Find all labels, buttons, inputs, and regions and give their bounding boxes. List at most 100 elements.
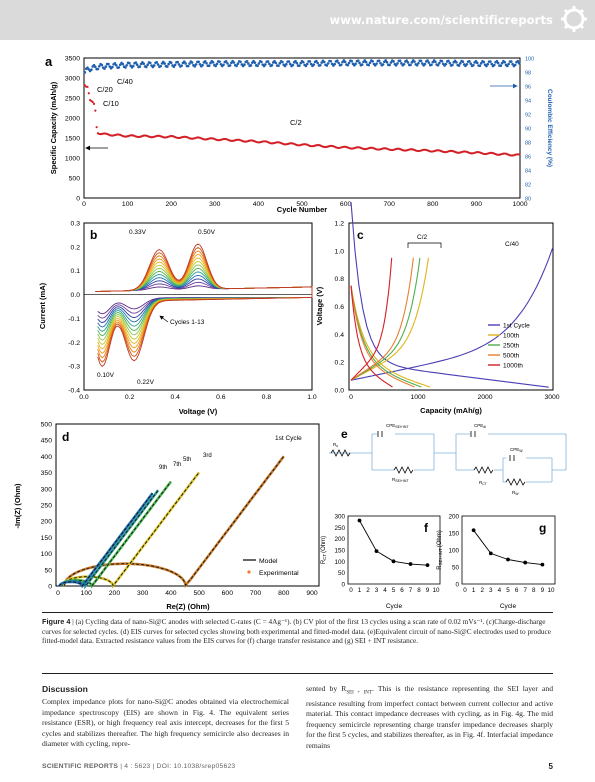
panel-a-y2tick: 86	[525, 155, 531, 161]
label-r-ct: R	[479, 480, 483, 485]
panel-b-ytick: 0.3	[71, 221, 81, 228]
panel-g-ylabel-unit: (Ohm)	[437, 530, 443, 547]
ce-point	[249, 64, 253, 67]
ce-point	[410, 61, 414, 64]
ce-point	[260, 60, 263, 64]
legend-label: 1000th	[503, 362, 523, 369]
panel-a-xlabel: Cycle Number	[277, 205, 328, 214]
ce-point	[118, 63, 122, 67]
panel-f-xtick: 4	[383, 587, 387, 594]
ce-point	[211, 61, 215, 64]
caption-bottom-rule	[42, 673, 553, 674]
ce-point	[377, 59, 381, 63]
charge-curve	[350, 257, 430, 381]
resistance-point	[523, 560, 528, 565]
ce-point	[121, 62, 125, 66]
label-rs: R	[333, 442, 337, 447]
panel-b-xtick: 0.6	[216, 394, 226, 401]
body-text-right-sub: SEI + INT	[346, 690, 372, 696]
cv-cycle-curve	[95, 260, 313, 346]
ce-point	[281, 60, 284, 64]
ce-point	[131, 64, 135, 68]
cv-cycle-curve	[95, 264, 313, 341]
resistance-point	[391, 559, 396, 564]
ce-point	[339, 63, 343, 67]
label-cpe-sei-sub: SEI+INT	[395, 425, 409, 429]
panel-g-xlabel: Cycle	[500, 603, 517, 610]
ce-point	[455, 61, 458, 64]
panel-f-ytick: 0	[341, 582, 345, 589]
panel-c-ytick: 1.0	[335, 248, 345, 255]
panel-d-xtick: 400	[165, 590, 177, 597]
ce-point	[457, 64, 461, 67]
ce-point	[389, 61, 393, 64]
panel-a-y2tick: 90	[525, 127, 531, 133]
annotation-9th: 9th	[159, 465, 167, 471]
ce-point	[371, 60, 374, 63]
ce-point	[430, 63, 433, 67]
ce-point	[368, 61, 372, 65]
panel-d-ytick: 450	[41, 438, 53, 445]
panel-d-ytick: 100	[41, 551, 53, 558]
panel-d-xtick: 0	[56, 590, 60, 597]
ce-point	[201, 63, 204, 67]
annotation-033v: 0.33V	[129, 229, 147, 236]
panel-a-y2tick: 80	[525, 197, 531, 203]
ce-point	[264, 63, 267, 66]
panel-c-legend: 1st Cycle 100th 250th 500th 1000th	[488, 322, 530, 369]
panel-d-ylabel: -Im(Z) (Ohm)	[13, 483, 22, 528]
panel-a-xtick: 100	[122, 201, 134, 208]
ce-point	[364, 60, 368, 64]
ce-point	[490, 62, 493, 66]
svg-text:Rs: Rs	[333, 442, 338, 448]
ce-point	[469, 62, 473, 65]
panel-b-ylabel: Current (mA)	[38, 282, 47, 329]
capacity-point	[91, 100, 94, 104]
ce-point	[173, 63, 177, 67]
ce-point	[90, 68, 93, 71]
panel-f-label: f	[424, 521, 429, 535]
panel-d-xtick: 700	[250, 590, 262, 597]
ce-point	[354, 62, 357, 66]
figure-caption: Figure 4 | (a) Cycling data of nano-Si@C…	[42, 617, 553, 646]
ce-point	[145, 65, 148, 69]
discharge-curve	[350, 285, 393, 388]
panel-a-ytick: 3500	[65, 56, 80, 63]
footer-journal: SCIENTIFIC REPORTS	[42, 763, 119, 770]
panel-c-xtick: 1000	[410, 394, 425, 401]
ce-point	[228, 64, 232, 67]
ce-point	[203, 60, 207, 63]
ce-point	[124, 66, 127, 69]
journal-url[interactable]: www.nature.com/scientificreports	[329, 13, 553, 27]
legend-model-label: Model	[259, 558, 278, 565]
footer-doi[interactable]: | 4 : 5623 | DOI: 10.1038/srep05623	[118, 763, 236, 770]
body-text-right-b: . This is the resistance representing th…	[306, 684, 554, 750]
ce-point	[167, 62, 170, 66]
panel-a-xtick: 800	[427, 201, 439, 208]
arrow-cycles	[159, 315, 169, 323]
panel-g-label: g	[539, 521, 546, 535]
panel-c-ytick: 0.4	[335, 332, 345, 339]
ce-point	[406, 61, 410, 64]
annotation-1st-cycle: 1st Cycle	[275, 435, 302, 442]
ce-point	[268, 62, 271, 66]
annotation-c2: C/2	[290, 118, 302, 127]
ce-point	[499, 64, 503, 67]
panel-c-ytick: 0.6	[335, 304, 345, 311]
panel-f-xtick: 10	[432, 587, 440, 594]
panel-d-ytick: 350	[41, 470, 53, 477]
ce-point	[312, 63, 316, 66]
ce-point	[358, 61, 361, 65]
ce-point	[315, 59, 318, 63]
svg-text:RSEI+INT(Ohm): RSEI+INT(Ohm)	[437, 530, 443, 569]
svg-text:RCT: RCT	[479, 480, 488, 486]
caption-figure-number: Figure 4	[42, 617, 71, 626]
panel-a-y2tick: 98	[525, 71, 531, 77]
panel-a-label: a	[45, 54, 53, 69]
ce-point	[219, 62, 223, 66]
panel-f-ytick: 300	[334, 514, 345, 521]
ce-point	[415, 63, 419, 67]
ce-point	[381, 63, 385, 66]
panel-b-xtick: 0.0	[79, 394, 89, 401]
panel-c-ytick: 0.0	[335, 388, 345, 395]
